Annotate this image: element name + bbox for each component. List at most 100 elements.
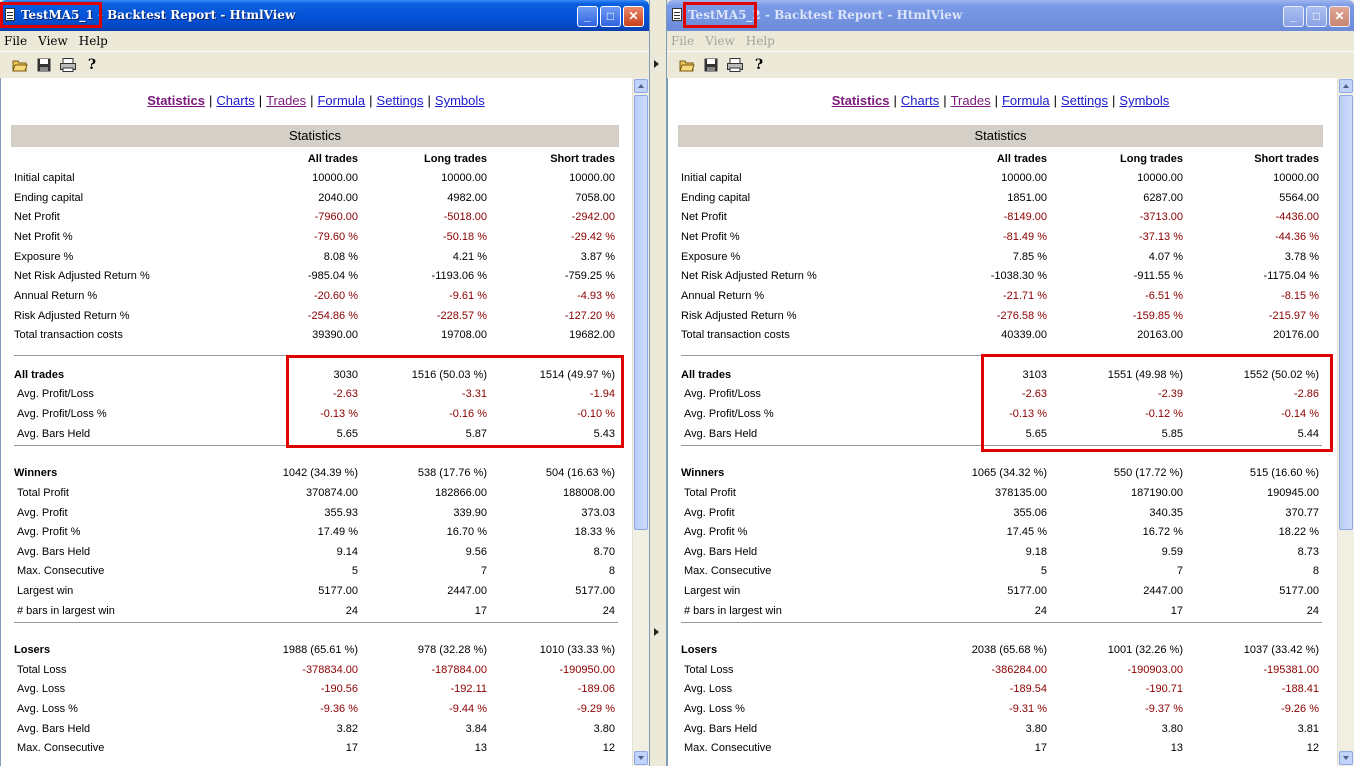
close-button[interactable]: ✕: [1329, 6, 1350, 27]
scroll-up-icon[interactable]: [1339, 79, 1353, 93]
row-value: -9.37 %: [1145, 703, 1183, 715]
section-divider: [14, 622, 618, 623]
row-value: 19708.00: [441, 329, 487, 341]
maximize-button[interactable]: □: [600, 6, 621, 27]
section-divider: [681, 355, 1322, 356]
vertical-scrollbar[interactable]: [632, 78, 649, 766]
link-symbols[interactable]: Symbols: [434, 93, 485, 108]
row-value: -9.36 %: [320, 703, 358, 715]
scroll-thumb[interactable]: [1339, 95, 1353, 530]
row-value: 1851.00: [1007, 192, 1047, 204]
row-label: Annual Return %: [14, 290, 98, 302]
menu-file[interactable]: File: [671, 34, 695, 48]
menu-help[interactable]: Help: [78, 34, 108, 48]
row-value: 16.70 %: [446, 526, 487, 538]
link-charts[interactable]: Charts: [900, 93, 940, 108]
row-label: Winners: [681, 467, 725, 479]
row-value: 3.87 %: [580, 251, 615, 263]
row-label: Net Profit %: [14, 231, 73, 243]
row-value: 5: [1040, 565, 1047, 577]
statistics-heading: Statistics: [678, 125, 1323, 147]
scroll-down-icon[interactable]: [634, 751, 648, 765]
row-value: 5.65: [336, 428, 358, 440]
link-formula[interactable]: Formula: [317, 93, 366, 108]
minimize-button[interactable]: _: [577, 6, 598, 27]
row-label: Losers: [681, 644, 718, 656]
row-value: -81.49 %: [1002, 231, 1047, 243]
row-label: Avg. Loss %: [17, 703, 78, 715]
row-label: Total Loss: [684, 664, 734, 676]
print-icon[interactable]: [725, 55, 745, 75]
link-statistics[interactable]: Statistics: [831, 93, 890, 108]
row-value: 515 (16.60 %): [1249, 467, 1319, 479]
open-folder-icon[interactable]: [677, 55, 697, 75]
window-title: TestMA5_2 - Backtest Report - HtmlView: [688, 8, 963, 22]
link-trades[interactable]: Trades: [266, 93, 307, 108]
row-label: Net Profit: [681, 211, 727, 223]
row-value: 7058.00: [575, 192, 615, 204]
row-value: -79.60 %: [313, 231, 358, 243]
close-button[interactable]: ✕: [623, 6, 644, 27]
menu-help[interactable]: Help: [745, 34, 775, 48]
link-settings[interactable]: Settings: [376, 93, 424, 108]
vertical-scrollbar[interactable]: [1337, 78, 1354, 766]
minimize-button[interactable]: _: [1283, 6, 1304, 27]
row-value: 1042 (34.39 %): [282, 467, 358, 479]
scroll-thumb[interactable]: [634, 95, 648, 530]
title-bar[interactable]: TestMA5_2 - Backtest Report - HtmlView _…: [667, 0, 1354, 31]
row-label: Avg. Loss: [684, 683, 733, 695]
link-symbols[interactable]: Symbols: [1119, 93, 1170, 108]
link-trades[interactable]: Trades: [950, 93, 991, 108]
open-folder-icon[interactable]: [10, 55, 30, 75]
link-charts[interactable]: Charts: [216, 93, 255, 108]
row-value: 10000.00: [441, 172, 487, 184]
row-value: 182866.00: [435, 487, 487, 499]
row-value: -190.71: [1145, 683, 1183, 695]
row-label: Ending capital: [681, 192, 751, 204]
row-value: 19682.00: [569, 329, 615, 341]
row-value: -190950.00: [559, 664, 615, 676]
save-icon[interactable]: [701, 55, 721, 75]
row-value: 373.03: [581, 507, 615, 519]
row-value: -276.58 %: [996, 310, 1047, 322]
row-label: Max. Consecutive: [684, 565, 772, 577]
link-statistics[interactable]: Statistics: [147, 93, 206, 108]
row-value: 39390.00: [312, 329, 358, 341]
row-value: 3.78 %: [1284, 251, 1319, 263]
help-icon[interactable]: ?: [87, 57, 97, 73]
menu-file[interactable]: File: [4, 34, 28, 48]
scroll-down-icon[interactable]: [1339, 751, 1353, 765]
row-label: Total Loss: [17, 664, 67, 676]
row-value: 3.80: [1161, 723, 1183, 735]
maximize-button[interactable]: □: [1306, 6, 1327, 27]
row-value: 5.65: [1025, 428, 1047, 440]
row-value: 1552 (50.02 %): [1243, 369, 1319, 381]
row-value: -189.06: [577, 683, 615, 695]
pane-divider[interactable]: [649, 0, 667, 766]
row-label: Avg. Bars Held: [684, 546, 758, 558]
row-value: 9.56: [465, 546, 487, 558]
row-value: 3.80: [1025, 723, 1047, 735]
row-value: 3030: [333, 369, 358, 381]
title-bar[interactable]: TestMA5_1 - Backtest Report - HtmlView _…: [0, 0, 649, 31]
scroll-up-icon[interactable]: [634, 79, 648, 93]
row-label: Max. Consecutive: [684, 742, 772, 754]
menu-view[interactable]: View: [705, 34, 735, 48]
row-value: -192.11: [450, 683, 488, 695]
menu-view[interactable]: View: [38, 34, 68, 48]
row-value: -9.26 %: [1281, 703, 1319, 715]
link-settings[interactable]: Settings: [1061, 93, 1109, 108]
row-value: -985.04 %: [307, 270, 358, 282]
help-icon[interactable]: ?: [754, 57, 764, 73]
row-value: 24: [345, 605, 358, 617]
row-value: 3.81: [1297, 723, 1319, 735]
header-all-trades: All trades: [996, 153, 1047, 165]
save-icon[interactable]: [34, 55, 54, 75]
row-value: -911.55 %: [1133, 270, 1183, 282]
link-formula[interactable]: Formula: [1001, 93, 1050, 108]
header-all-trades: All trades: [307, 153, 358, 165]
row-value: -0.13 %: [320, 408, 358, 420]
print-icon[interactable]: [58, 55, 78, 75]
row-value: 10000.00: [1273, 172, 1319, 184]
row-value: -1175.04 %: [1263, 270, 1319, 282]
